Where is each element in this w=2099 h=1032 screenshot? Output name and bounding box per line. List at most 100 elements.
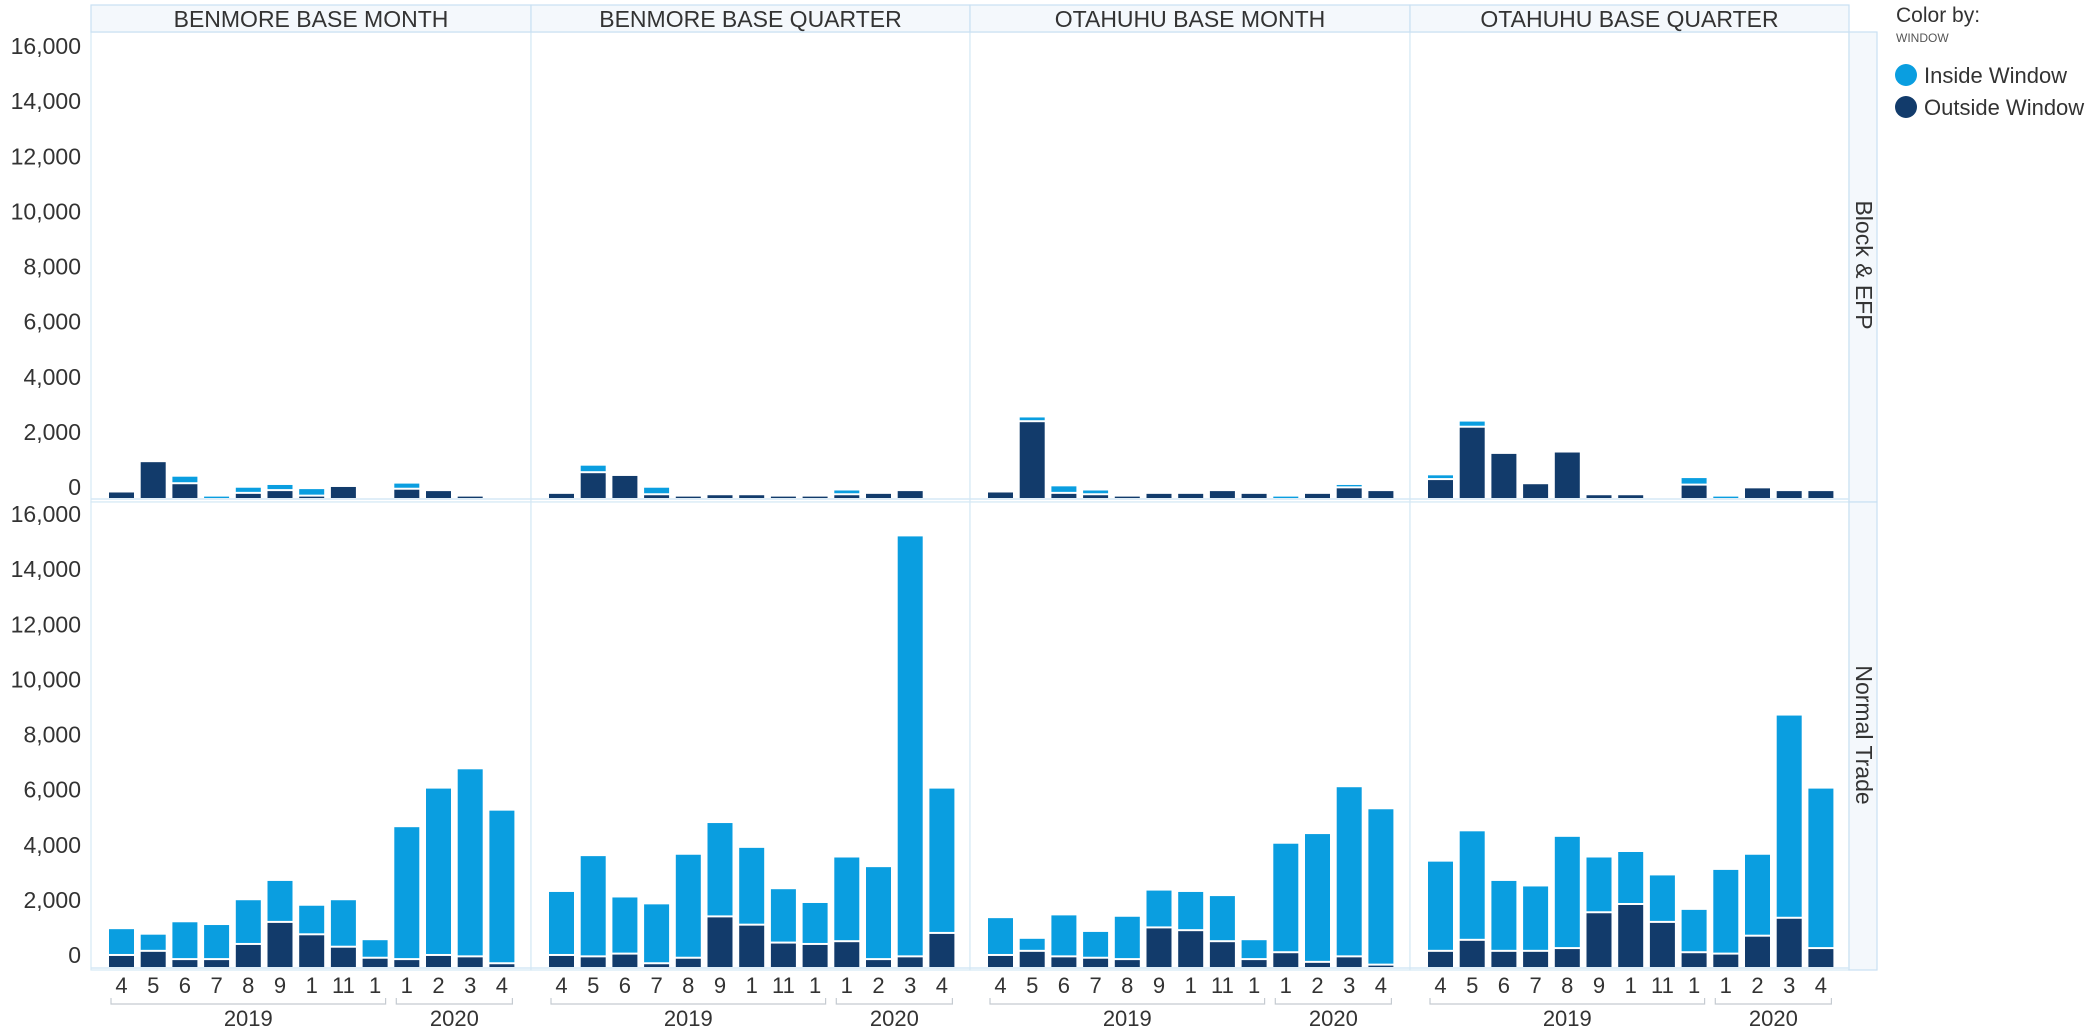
bar-outside-window[interactable] xyxy=(897,491,923,498)
bar-inside-window[interactable] xyxy=(644,904,670,963)
bar-outside-window[interactable] xyxy=(866,960,891,967)
bar-outside-window[interactable] xyxy=(675,496,701,498)
bar-inside-window[interactable] xyxy=(426,788,451,954)
bar-inside-window[interactable] xyxy=(770,889,796,942)
bar-inside-window[interactable] xyxy=(1459,421,1485,426)
bar-outside-window[interactable] xyxy=(1523,951,1549,967)
bar-outside-window[interactable] xyxy=(172,484,198,498)
bar-inside-window[interactable] xyxy=(739,847,765,924)
bar-outside-window[interactable] xyxy=(109,492,134,498)
bar-outside-window[interactable] xyxy=(1146,493,1172,498)
bar-outside-window[interactable] xyxy=(988,955,1013,967)
bar-inside-window[interactable] xyxy=(394,827,420,959)
bar-inside-window[interactable] xyxy=(109,929,134,954)
bar-outside-window[interactable] xyxy=(770,496,796,498)
bar-outside-window[interactable] xyxy=(1713,954,1739,967)
bar-inside-window[interactable] xyxy=(1336,484,1362,487)
bar-outside-window[interactable] xyxy=(172,960,198,967)
bar-outside-window[interactable] xyxy=(1428,951,1453,967)
bar-outside-window[interactable] xyxy=(739,495,765,498)
bar-inside-window[interactable] xyxy=(235,487,261,492)
bar-outside-window[interactable] xyxy=(426,955,451,967)
bar-outside-window[interactable] xyxy=(1459,940,1485,967)
bar-outside-window[interactable] xyxy=(1745,936,1770,967)
bar-outside-window[interactable] xyxy=(426,491,451,498)
bar-outside-window[interactable] xyxy=(1178,931,1204,967)
bar-outside-window[interactable] xyxy=(1776,491,1802,498)
bar-outside-window[interactable] xyxy=(235,944,261,967)
legend-label-outside[interactable]: Outside Window xyxy=(1924,95,2084,120)
bar-outside-window[interactable] xyxy=(1019,951,1045,967)
bar-outside-window[interactable] xyxy=(1368,491,1394,498)
bar-outside-window[interactable] xyxy=(580,473,606,498)
bar-outside-window[interactable] xyxy=(330,486,356,498)
bar-outside-window[interactable] xyxy=(140,951,166,967)
bar-outside-window[interactable] xyxy=(489,964,515,967)
bar-inside-window[interactable] xyxy=(394,483,420,488)
bar-inside-window[interactable] xyxy=(1554,836,1580,948)
bar-outside-window[interactable] xyxy=(1336,488,1362,498)
bar-outside-window[interactable] xyxy=(1146,928,1172,967)
bar-outside-window[interactable] xyxy=(929,933,955,967)
bar-inside-window[interactable] xyxy=(1273,843,1299,952)
bar-outside-window[interactable] xyxy=(675,958,701,967)
bar-outside-window[interactable] xyxy=(1209,942,1235,967)
bar-inside-window[interactable] xyxy=(1776,715,1802,917)
bar-outside-window[interactable] xyxy=(1523,484,1549,498)
bar-outside-window[interactable] xyxy=(330,947,356,967)
bar-outside-window[interactable] xyxy=(1459,427,1485,498)
bar-inside-window[interactable] xyxy=(1459,831,1485,939)
bar-inside-window[interactable] xyxy=(204,925,230,959)
bar-inside-window[interactable] xyxy=(1523,886,1549,950)
bar-inside-window[interactable] xyxy=(1618,851,1644,903)
bar-outside-window[interactable] xyxy=(1745,488,1770,498)
bar-inside-window[interactable] xyxy=(1336,787,1362,956)
legend-swatch-inside[interactable] xyxy=(1895,64,1917,86)
bar-inside-window[interactable] xyxy=(1146,890,1172,927)
bar-inside-window[interactable] xyxy=(644,487,670,494)
bar-inside-window[interactable] xyxy=(235,900,261,943)
bar-inside-window[interactable] xyxy=(1083,490,1109,494)
bar-inside-window[interactable] xyxy=(1586,857,1612,912)
bar-outside-window[interactable] xyxy=(1336,957,1362,967)
bar-inside-window[interactable] xyxy=(140,934,166,950)
bar-outside-window[interactable] xyxy=(1554,452,1580,498)
bar-inside-window[interactable] xyxy=(1428,861,1453,950)
bar-outside-window[interactable] xyxy=(394,489,420,498)
bar-outside-window[interactable] xyxy=(549,493,574,498)
bar-outside-window[interactable] xyxy=(1554,949,1580,967)
bar-inside-window[interactable] xyxy=(580,856,606,956)
bar-inside-window[interactable] xyxy=(1808,788,1834,948)
bar-outside-window[interactable] xyxy=(834,495,860,498)
bar-inside-window[interactable] xyxy=(1713,869,1739,953)
bar-outside-window[interactable] xyxy=(1209,491,1235,498)
bar-outside-window[interactable] xyxy=(1273,953,1299,967)
bar-outside-window[interactable] xyxy=(267,491,293,498)
bar-outside-window[interactable] xyxy=(549,955,574,967)
bar-outside-window[interactable] xyxy=(1618,904,1644,967)
bar-inside-window[interactable] xyxy=(1305,834,1330,961)
bar-inside-window[interactable] xyxy=(1114,916,1140,959)
bar-inside-window[interactable] xyxy=(834,857,860,941)
bar-inside-window[interactable] xyxy=(1051,486,1077,492)
bar-outside-window[interactable] xyxy=(1491,453,1517,498)
bar-inside-window[interactable] xyxy=(330,900,356,946)
bar-outside-window[interactable] xyxy=(1083,495,1109,498)
bar-inside-window[interactable] xyxy=(299,905,325,934)
bar-outside-window[interactable] xyxy=(1776,918,1802,967)
bar-inside-window[interactable] xyxy=(204,496,230,498)
bar-inside-window[interactable] xyxy=(267,880,293,921)
bar-inside-window[interactable] xyxy=(1051,915,1077,956)
bar-inside-window[interactable] xyxy=(1491,880,1517,950)
bar-inside-window[interactable] xyxy=(267,484,293,490)
legend-label-inside[interactable]: Inside Window xyxy=(1924,63,2067,88)
bar-inside-window[interactable] xyxy=(675,854,701,957)
bar-inside-window[interactable] xyxy=(1428,475,1453,479)
bar-outside-window[interactable] xyxy=(1051,493,1077,498)
bar-inside-window[interactable] xyxy=(580,465,606,472)
bar-outside-window[interactable] xyxy=(1586,495,1612,498)
bar-outside-window[interactable] xyxy=(707,917,733,967)
bar-outside-window[interactable] xyxy=(1618,495,1644,498)
bar-outside-window[interactable] xyxy=(1491,951,1517,967)
bar-inside-window[interactable] xyxy=(866,867,891,959)
